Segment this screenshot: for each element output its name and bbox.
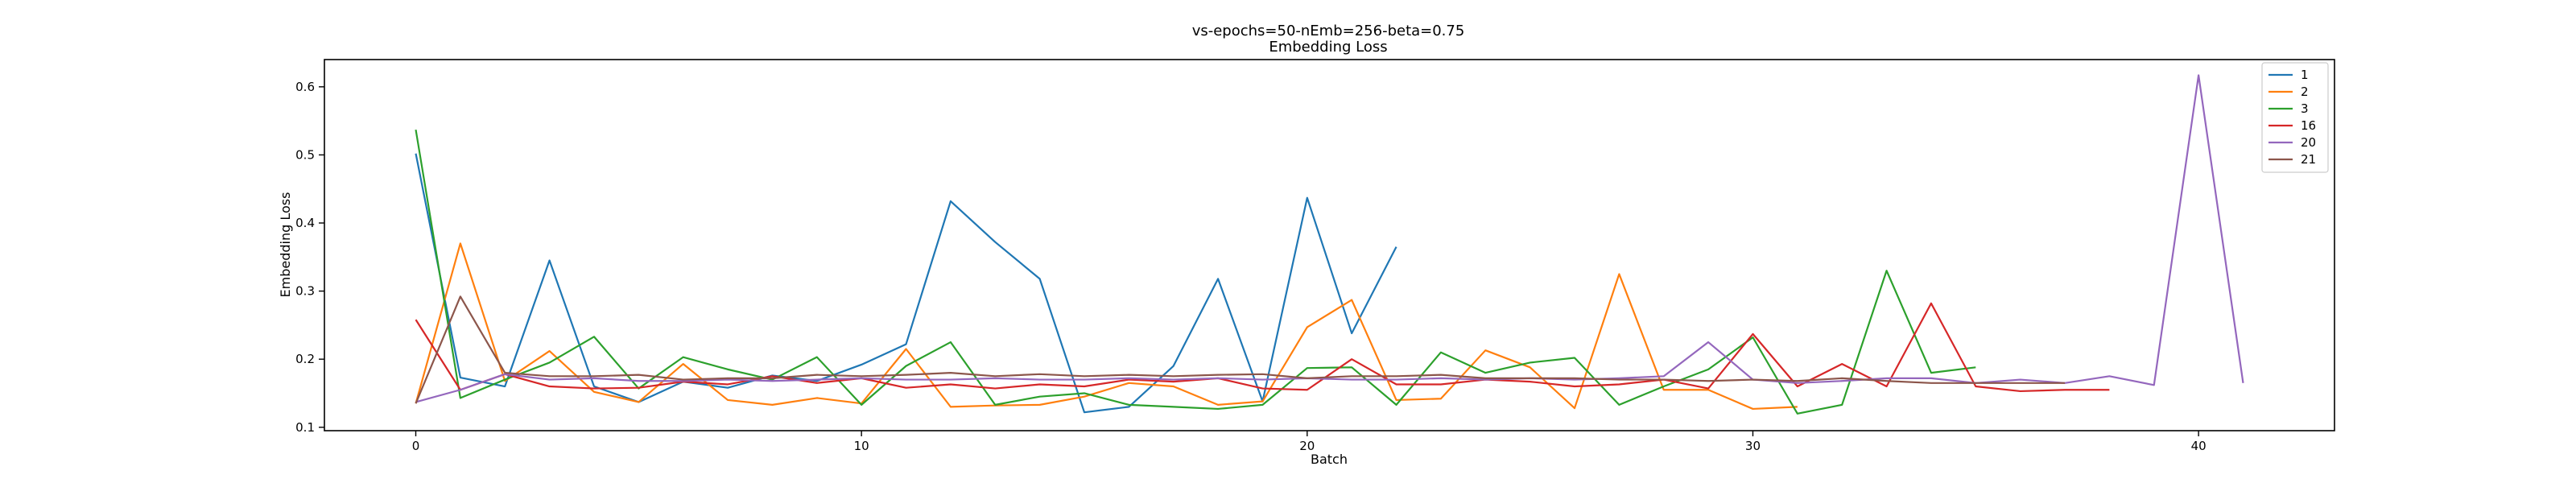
y-tick-label: 0.1 bbox=[295, 420, 315, 435]
series-line-21 bbox=[415, 295, 2066, 404]
y-tick-label: 0.5 bbox=[295, 147, 315, 162]
x-axis-label: Batch bbox=[1311, 452, 1348, 467]
legend-label-3: 3 bbox=[2301, 101, 2309, 116]
y-tick-label: 0.6 bbox=[295, 80, 315, 94]
x-tick-label: 20 bbox=[1299, 439, 1315, 453]
y-tick-label: 0.4 bbox=[295, 216, 315, 230]
x-tick-label: 30 bbox=[1745, 439, 1761, 453]
series-line-2 bbox=[415, 242, 1798, 411]
y-axis-label: Embedding Loss bbox=[278, 192, 293, 298]
plot-frame bbox=[324, 59, 2335, 431]
legend-label-16: 16 bbox=[2301, 118, 2316, 133]
x-tick-label: 0 bbox=[412, 439, 420, 453]
chart-title: vs-epochs=50-nEmb=256-beta=0.75 bbox=[1192, 23, 1465, 39]
x-tick-label: 10 bbox=[854, 439, 869, 453]
series-line-16 bbox=[415, 302, 2110, 393]
legend-label-20: 20 bbox=[2301, 135, 2316, 150]
x-tick-label: 40 bbox=[2191, 439, 2207, 453]
y-tick-label: 0.2 bbox=[295, 352, 315, 366]
y-tick-label: 0.3 bbox=[295, 284, 315, 299]
legend-label-2: 2 bbox=[2301, 85, 2309, 99]
series-line-20 bbox=[415, 74, 2244, 403]
legend: 1 2 3 16 20 21 bbox=[2261, 62, 2329, 173]
legend-box bbox=[2261, 62, 2329, 173]
chart-subtitle: Embedding Loss bbox=[1269, 39, 1387, 56]
series-line-3 bbox=[415, 129, 1976, 415]
plot-area bbox=[415, 74, 2244, 415]
legend-label-21: 21 bbox=[2301, 152, 2316, 167]
legend-label-1: 1 bbox=[2301, 68, 2309, 82]
